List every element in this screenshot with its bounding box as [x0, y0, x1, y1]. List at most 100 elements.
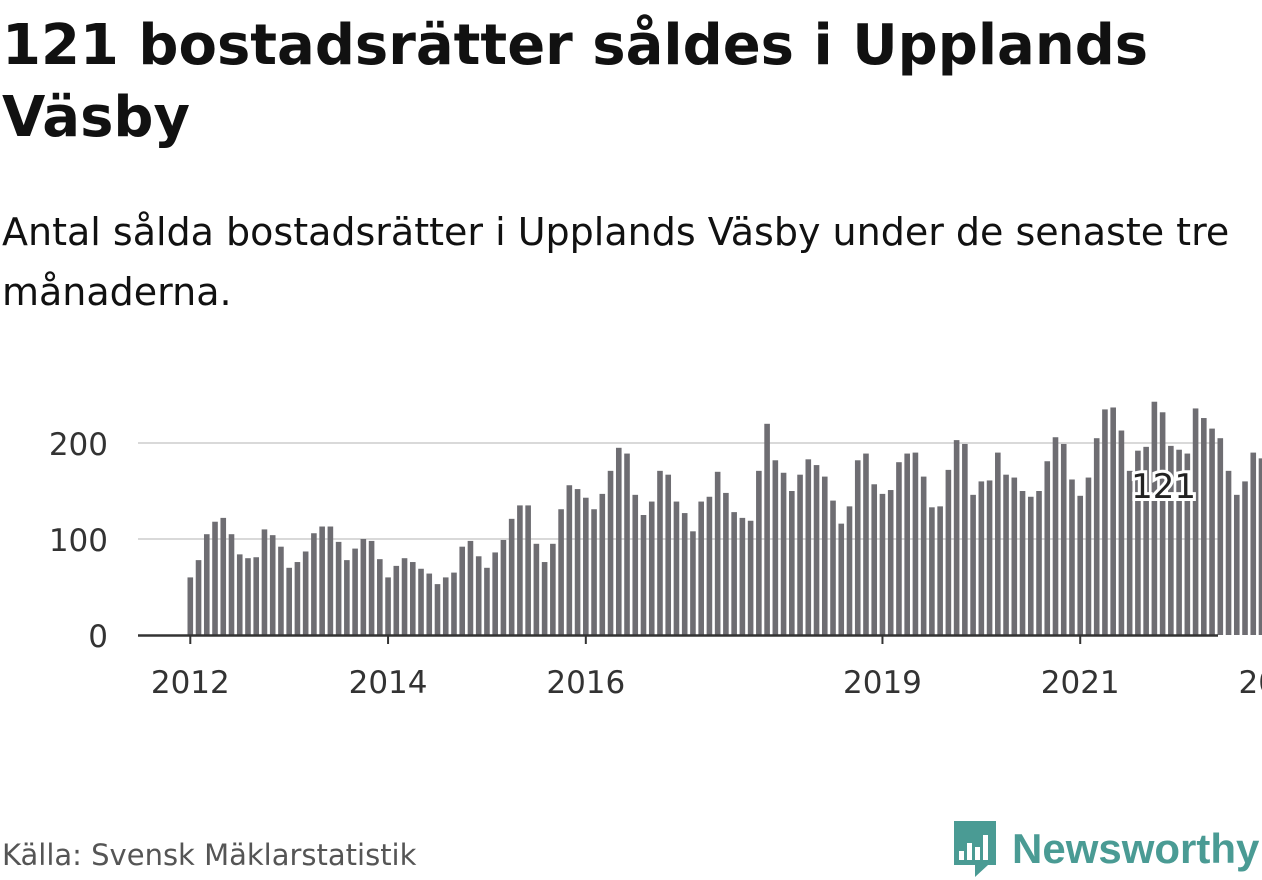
x-tick-label: 2014: [349, 665, 428, 701]
bar: [369, 541, 375, 635]
bar: [492, 552, 498, 635]
bar: [1193, 408, 1199, 635]
brand-name: Newsworthy: [1012, 825, 1259, 873]
bar: [954, 440, 960, 635]
bar: [855, 460, 861, 635]
bar: [764, 424, 770, 635]
bar: [970, 495, 976, 635]
bar: [1094, 438, 1100, 635]
source-note: Källa: Svensk Mäklarstatistik: [2, 838, 416, 872]
bar: [1234, 495, 1240, 635]
bar: [509, 519, 515, 635]
bar: [632, 495, 638, 635]
bar: [707, 497, 713, 635]
bar: [336, 542, 342, 635]
bar: [1028, 497, 1034, 635]
bar: [426, 574, 432, 635]
bar: [715, 472, 721, 635]
bar: [1242, 481, 1248, 635]
bar: [1152, 402, 1158, 635]
bar: [921, 477, 927, 635]
bar: [188, 577, 194, 635]
y-tick-label: 100: [49, 523, 108, 559]
bar: [1226, 471, 1232, 635]
bar: [748, 521, 754, 635]
bar: [567, 485, 573, 635]
bar: [220, 518, 226, 635]
bar: [847, 506, 853, 635]
bar: [352, 549, 358, 635]
bar: [1036, 491, 1042, 635]
bar: [295, 562, 301, 635]
bar: [377, 559, 383, 635]
x-tick-label: 2012: [151, 665, 230, 701]
bar: [1086, 478, 1092, 635]
bar: [1119, 431, 1125, 635]
bar: [410, 562, 416, 635]
bar: [962, 444, 968, 635]
bar: [344, 560, 350, 635]
bar: [896, 462, 902, 635]
y-axis-labels: 0 100 200: [49, 427, 108, 655]
bar: [418, 569, 424, 635]
bar: [674, 502, 680, 635]
latest-value-label: 121: [1131, 467, 1196, 507]
bar: [443, 577, 449, 635]
bar: [624, 454, 630, 635]
bar: [871, 484, 877, 635]
bar: [797, 475, 803, 635]
bar: [995, 453, 1001, 635]
bar: [501, 540, 507, 635]
bar: [913, 453, 919, 635]
y-tick-label: 0: [88, 619, 108, 655]
bar: [525, 505, 531, 635]
bar: [484, 568, 490, 635]
bar: [665, 475, 671, 635]
bar: [723, 493, 729, 635]
bar: [1110, 407, 1116, 635]
bar: [1102, 409, 1108, 635]
y-tick-label: 200: [49, 427, 108, 463]
x-axis-ticks: 201220142016201920212023: [151, 635, 1262, 701]
bar: [204, 534, 210, 635]
bar: [838, 524, 844, 635]
bar: [212, 522, 218, 635]
bar: [946, 470, 952, 635]
bar: [740, 518, 746, 635]
bar: [534, 544, 540, 635]
bar: [1003, 475, 1009, 635]
bar: [641, 515, 647, 635]
bar: [558, 509, 564, 635]
bar: [459, 547, 465, 635]
bar: [979, 481, 985, 635]
bar: [682, 513, 688, 635]
bar: [937, 506, 943, 635]
bar: [814, 465, 820, 635]
bar: [773, 460, 779, 635]
bar: [1077, 496, 1083, 635]
bar: [253, 557, 259, 635]
bar: [319, 527, 325, 635]
bar: [690, 531, 696, 635]
x-tick-label: 2021: [1041, 665, 1120, 701]
bar: [1012, 478, 1018, 635]
bar: [616, 448, 622, 635]
bars: [188, 402, 1262, 635]
bar: [1201, 418, 1207, 635]
bar: [880, 494, 886, 635]
bar: [468, 541, 474, 635]
bar: [196, 560, 202, 635]
bar: [402, 558, 408, 635]
bar: [303, 551, 309, 635]
bar: [1044, 461, 1050, 635]
bar: [328, 527, 334, 635]
newsworthy-logo: Newsworthy: [950, 818, 1259, 880]
bar: [575, 489, 581, 635]
bar: [278, 547, 284, 635]
bar: [517, 505, 523, 635]
bar: [229, 534, 235, 635]
bar: [1069, 479, 1075, 635]
bar: [731, 512, 737, 635]
bar: [1218, 438, 1224, 635]
